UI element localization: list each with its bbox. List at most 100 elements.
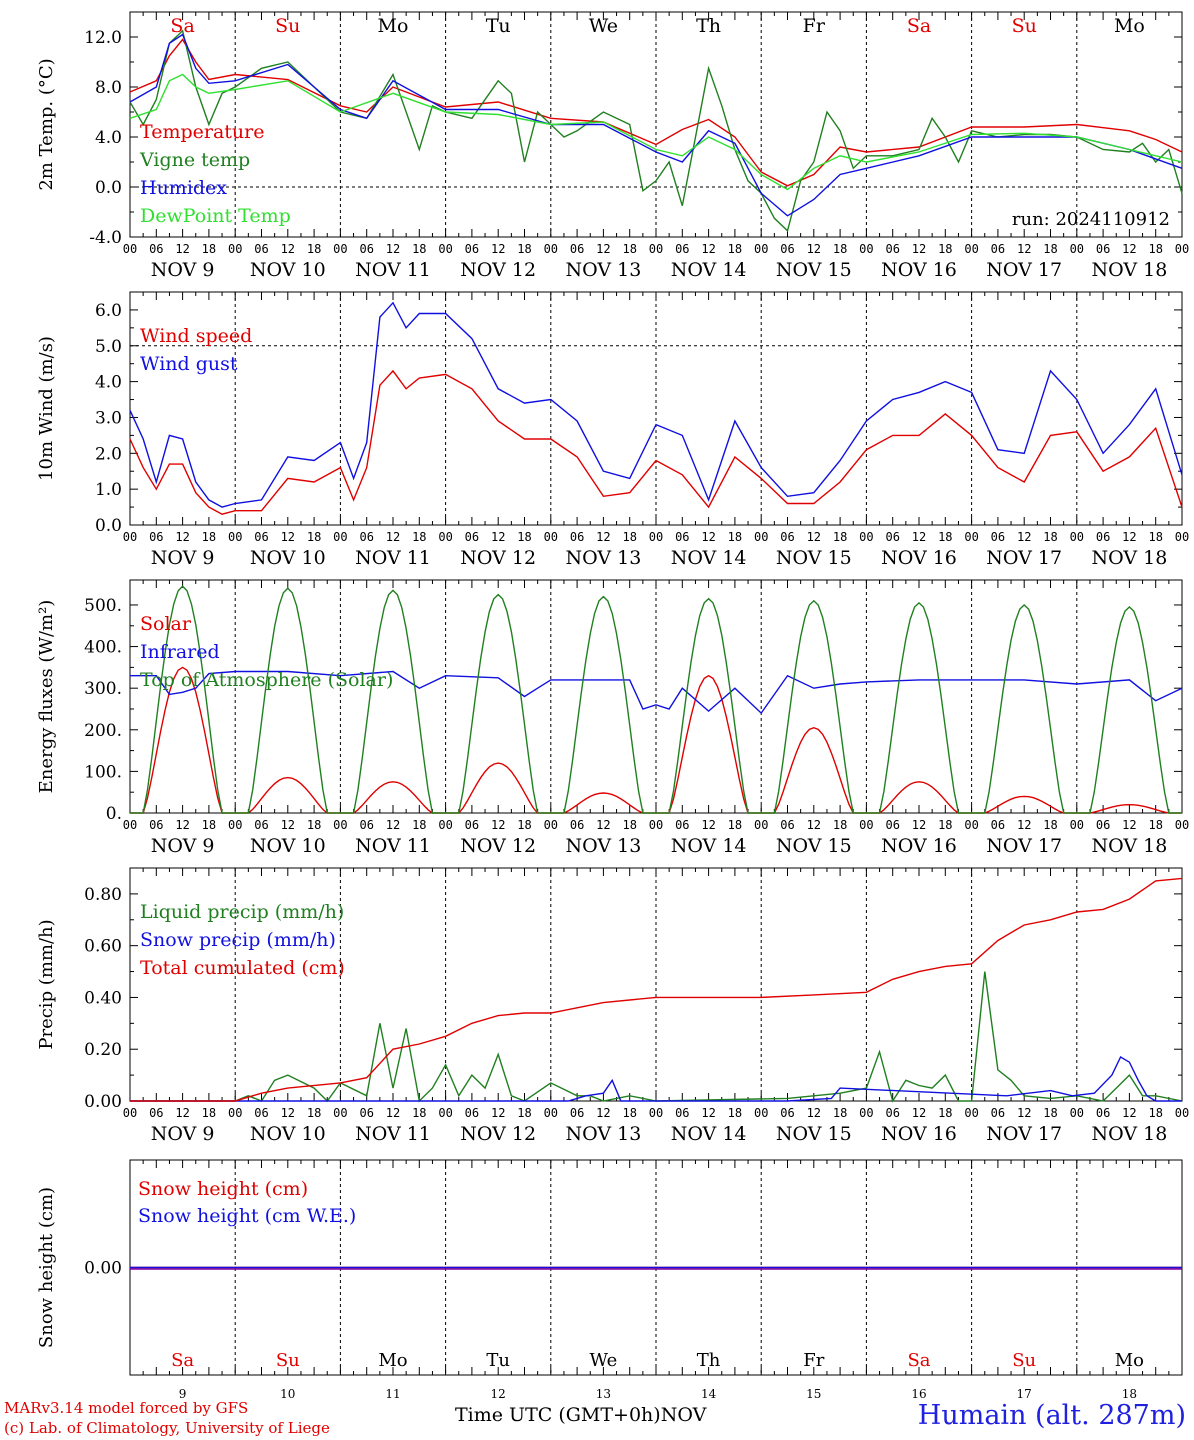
hour-label: 06 [675,530,689,544]
hour-label: 12 [491,530,505,544]
hour-label: 00 [649,1106,663,1120]
hour-label: 06 [885,818,899,832]
hour-label: 00 [859,818,873,832]
hour-label: 06 [780,242,794,256]
hour-label: 18 [202,530,216,544]
date-label: NOV 14 [671,259,747,281]
hour-label: 00 [1070,242,1084,256]
hour-label: 06 [1096,1106,1110,1120]
day-abbr-bottom: Mo [378,1350,407,1371]
hour-label: 18 [622,530,636,544]
legend-entry: Wind speed [140,325,252,347]
series-line-humidex [129,33,1183,217]
hour-label: 00 [544,530,558,544]
hour-label: 00 [964,242,978,256]
date-label: NOV 12 [460,259,536,281]
day-abbr: Mo [378,15,409,37]
legend-entry: Solar [140,613,192,635]
hour-label: 06 [885,242,899,256]
date-label: NOV 11 [355,259,431,281]
day-abbr-bottom: Th [697,1350,721,1371]
hour-label: 18 [1148,242,1162,256]
date-label: NOV 15 [776,547,852,569]
hour-label: 18 [622,1106,636,1120]
hour-label: 06 [885,530,899,544]
day-number: 18 [1122,1387,1137,1401]
y-tick-label: 0.00 [84,1259,122,1279]
hour-label: 06 [254,530,268,544]
hour-label: 12 [1017,242,1031,256]
hour-label: 06 [254,242,268,256]
hour-label: 12 [912,818,926,832]
date-label: NOV 13 [565,1123,641,1145]
hour-label: 00 [754,242,768,256]
legend-entry: Top of Atmosphere (Solar) [140,669,393,691]
hour-label: 00 [1175,1106,1189,1120]
hour-label: 06 [570,818,584,832]
day-number: 12 [491,1387,506,1401]
hour-label: 06 [149,530,163,544]
date-label: NOV 17 [986,835,1062,857]
hour-label: 18 [938,530,952,544]
hour-label: 00 [333,818,347,832]
date-label: NOV 18 [1091,547,1167,569]
hour-label: 00 [123,1106,137,1120]
y-tick-label: 12.0 [84,28,122,48]
y-tick-label: 500. [84,596,122,616]
hour-label: 06 [885,1106,899,1120]
hour-label: 12 [491,1106,505,1120]
y-tick-label: 0.00 [84,1092,122,1112]
hour-label: 18 [412,242,426,256]
hour-label: 00 [1175,818,1189,832]
day-abbr-bottom: Fr [803,1350,824,1371]
hour-label: 12 [596,1106,610,1120]
hour-label: 18 [202,818,216,832]
hour-label: 00 [544,1106,558,1120]
date-label: NOV 14 [671,547,747,569]
date-label: NOV 13 [565,259,641,281]
hour-label: 18 [307,818,321,832]
hour-label: 18 [202,1106,216,1120]
y-tick-label: 400. [84,638,122,658]
day-abbr: Su [275,15,300,37]
hour-label: 00 [438,818,452,832]
date-label: NOV 17 [986,259,1062,281]
hour-label: 12 [175,530,189,544]
hour-label: 00 [438,1106,452,1120]
hour-label: 00 [754,530,768,544]
hour-label: 06 [780,1106,794,1120]
series-line-wind-speed [129,369,1183,515]
hour-label: 18 [1148,818,1162,832]
hour-label: 00 [649,530,663,544]
hour-label: 12 [386,242,400,256]
day-abbr: We [589,15,618,37]
hour-label: 18 [622,818,636,832]
y-tick-label: 1.0 [95,480,122,500]
hour-label: 06 [570,1106,584,1120]
date-label: NOV 15 [776,835,852,857]
series-line-dewpoint-temp [129,73,1183,191]
date-label: NOV 18 [1091,1123,1167,1145]
series-line-wind-gust [129,301,1183,508]
hour-label: 12 [175,242,189,256]
day-abbr: Su [1012,15,1037,37]
date-label: NOV 12 [460,1123,536,1145]
hour-label: 12 [386,530,400,544]
hour-label: 00 [754,818,768,832]
hour-label: 06 [149,242,163,256]
credit-line-1: MARv3.14 model forced by GFS [4,1399,249,1417]
hour-label: 00 [649,242,663,256]
hour-label: 06 [991,818,1005,832]
y-tick-label: 4.0 [95,373,122,393]
day-abbr: Sa [170,15,194,37]
hour-label: 00 [438,242,452,256]
day-number: 11 [385,1387,400,1401]
hour-label: 06 [1096,530,1110,544]
hour-label: 18 [728,1106,742,1120]
hour-label: 06 [1096,242,1110,256]
hour-label: 06 [1096,818,1110,832]
hour-label: 06 [149,1106,163,1120]
legend-entry: Snow height (cm W.E.) [138,1205,356,1227]
hour-label: 06 [359,818,373,832]
hour-label: 00 [544,242,558,256]
